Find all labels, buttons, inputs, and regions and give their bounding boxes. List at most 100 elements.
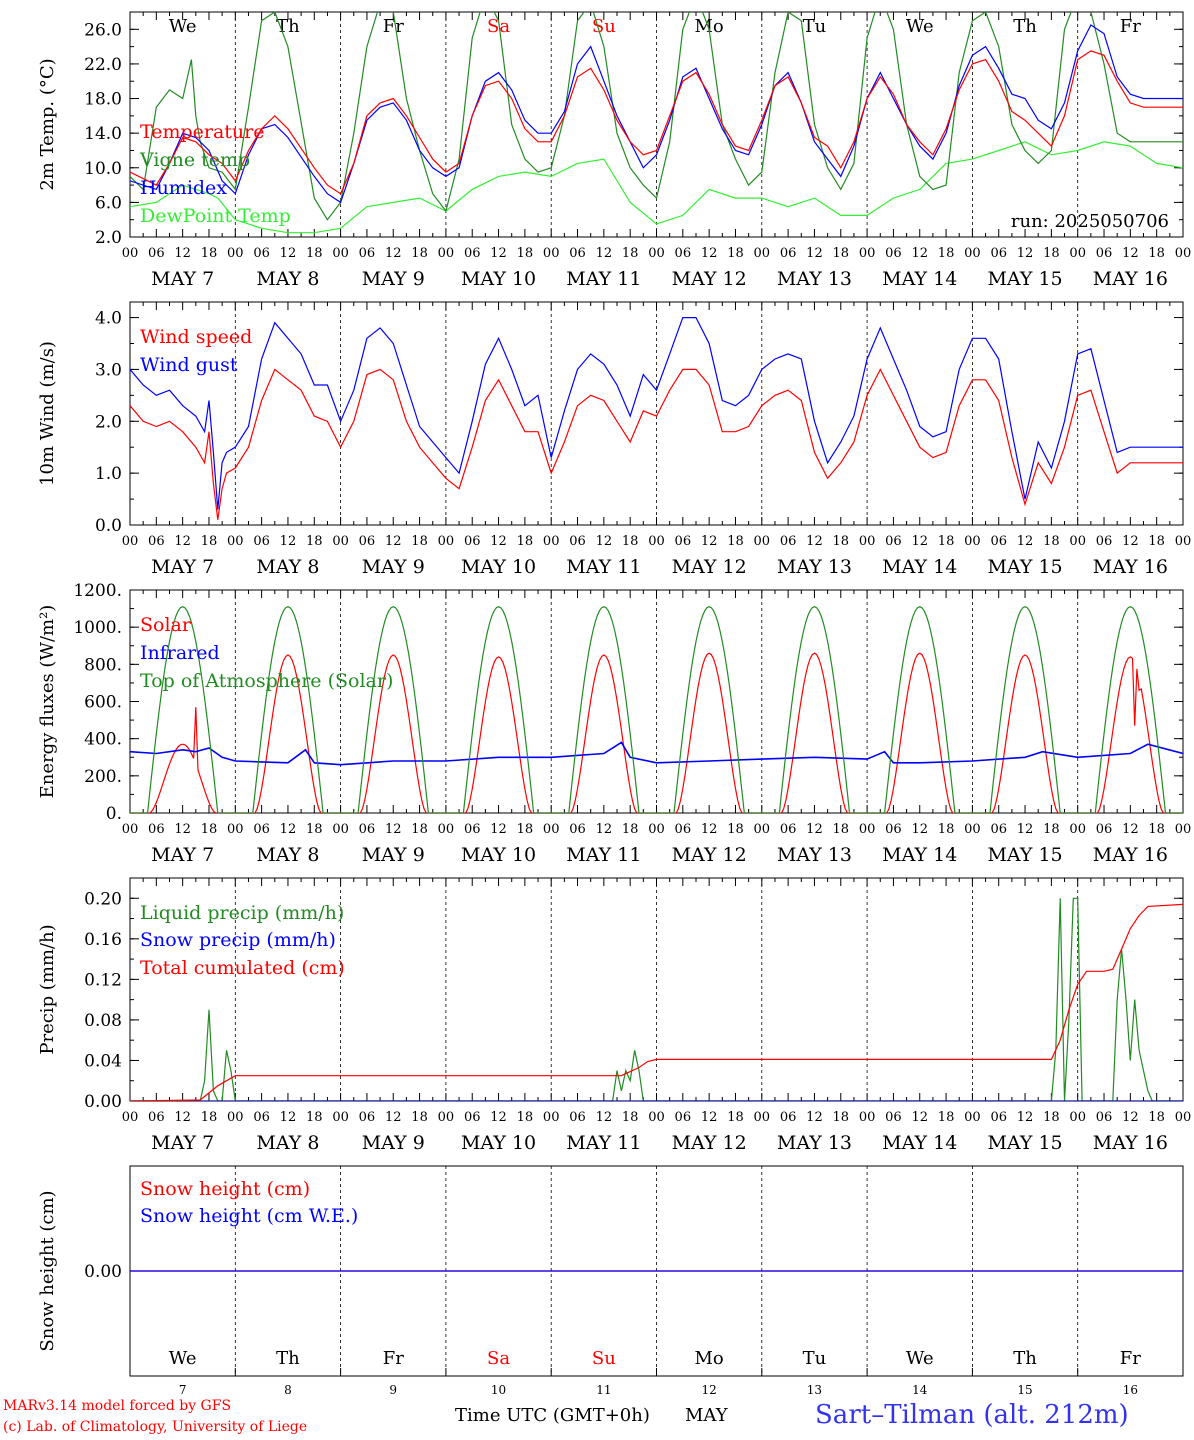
- energy-hour-label: 06: [675, 822, 692, 837]
- energy-hour-label: 00: [122, 822, 139, 837]
- energy-date-label: MAY 16: [1093, 844, 1168, 866]
- energy-hour-label: 12: [806, 822, 823, 837]
- wind-hour-label: 00: [754, 534, 771, 549]
- wind-series-wind-gust: [130, 317, 1183, 510]
- wind-y-tick-label: 3.0: [95, 360, 122, 380]
- wind-hour-label: 06: [990, 534, 1007, 549]
- temp-hour-label: 12: [806, 246, 823, 261]
- snow-weekday-label: Sa: [487, 1348, 510, 1369]
- wind-hour-label: 06: [253, 534, 270, 549]
- temp-hour-label: 00: [332, 246, 349, 261]
- energy-legend-entry: Infrared: [140, 642, 220, 664]
- snow-panel: We 7 Th 8 Fr 9 Sa 10 Su 11 Mo 12 Tu 13 We 14 Th 15 Fr 16 0.0…: [37, 1165, 1184, 1397]
- precip-hour-label: 18: [201, 1110, 218, 1125]
- precip-hour-label: 12: [385, 1110, 402, 1125]
- x-axis-month: MAY: [685, 1405, 728, 1426]
- precip-hour-label: 00: [543, 1110, 560, 1125]
- energy-date-label: MAY 11: [566, 844, 641, 866]
- temp-date-label: MAY 15: [987, 268, 1062, 290]
- snow-day-number: 7: [179, 1383, 187, 1397]
- wind-y-axis-label: 10m Wind (m/s): [37, 341, 58, 486]
- temp-date-label: MAY 11: [566, 268, 641, 290]
- precip-hour-label: 00: [859, 1110, 876, 1125]
- temp-date-label: MAY 14: [882, 268, 957, 290]
- precip-hour-label: 18: [938, 1110, 955, 1125]
- precip-hour-label: 12: [596, 1110, 613, 1125]
- wind-date-label: MAY 9: [362, 556, 425, 578]
- precip-hour-label: 06: [253, 1110, 270, 1125]
- precip-hour-label: 06: [990, 1110, 1007, 1125]
- precip-date-label: MAY 10: [461, 1132, 536, 1154]
- temp-run-annotation: run: 2025050706: [1011, 211, 1169, 232]
- wind-hour-label: 00: [964, 534, 981, 549]
- temp-y-tick-label: 18.0: [84, 90, 122, 110]
- temp-legend-entry: Temperature: [140, 121, 264, 143]
- snow-y-axis-label: Snow height (cm): [37, 1190, 58, 1351]
- wind-series-wind-speed: [130, 368, 1183, 520]
- wind-y-tick-label: 1.0: [95, 464, 122, 484]
- precip-hour-label: 06: [885, 1110, 902, 1125]
- temp-hour-label: 12: [596, 246, 613, 261]
- temp-hour-label: 18: [938, 246, 955, 261]
- wind-hour-label: 12: [1017, 534, 1034, 549]
- snow-day-number: 8: [284, 1383, 292, 1397]
- energy-hour-label: 12: [911, 822, 928, 837]
- precip-y-tick-label: 0.16: [84, 930, 122, 950]
- precip-hour-label: 12: [280, 1110, 297, 1125]
- energy-hour-label: 18: [938, 822, 955, 837]
- energy-hour-label: 18: [1043, 822, 1060, 837]
- temp-date-label: MAY 7: [151, 268, 214, 290]
- temp-y-tick-label: 10.0: [84, 159, 122, 179]
- wind-hour-label: 12: [490, 534, 507, 549]
- energy-y-tick-label: 200.: [84, 767, 122, 787]
- precip-hour-label: 18: [1043, 1110, 1060, 1125]
- wind-y-tick-label: 2.0: [95, 412, 122, 432]
- precip-hour-label: 00: [122, 1110, 139, 1125]
- wind-hour-label: 18: [1043, 534, 1060, 549]
- snow-weekday-label: Fr: [383, 1348, 404, 1369]
- temp-date-label: MAY 8: [256, 268, 319, 290]
- temp-series-dewpoint-temp: [130, 141, 1183, 234]
- temp-legend-entry: Vigne temp: [139, 149, 250, 171]
- temp-hour-label: 00: [964, 246, 981, 261]
- wind-date-label: MAY 11: [566, 556, 641, 578]
- temp-date-label: MAY 16: [1093, 268, 1168, 290]
- wind-hour-label: 18: [517, 534, 534, 549]
- energy-legend-entry: Solar: [140, 614, 192, 636]
- energy-date-label: MAY 10: [461, 844, 536, 866]
- precip-hour-label: 00: [964, 1110, 981, 1125]
- temp-hour-label: 00: [1069, 246, 1086, 261]
- snow-day-number: 9: [389, 1383, 397, 1397]
- station-name: Sart–Tilman (alt. 212m): [815, 1400, 1129, 1430]
- temp-weekday-label: We: [906, 16, 934, 37]
- wind-hour-label: 12: [596, 534, 613, 549]
- energy-hour-label: 18: [1148, 822, 1165, 837]
- energy-y-tick-label: 1200.: [73, 581, 122, 601]
- energy-hour-label: 00: [1175, 822, 1192, 837]
- energy-hour-label: 06: [148, 822, 165, 837]
- wind-y-tick-label: 0.0: [95, 516, 122, 536]
- temp-y-tick-label: 26.0: [84, 20, 122, 40]
- snow-weekday-label: Su: [592, 1348, 616, 1369]
- precip-legend-entry: Snow precip (mm/h): [140, 929, 336, 951]
- energy-hour-label: 00: [1069, 822, 1086, 837]
- energy-hour-label: 06: [253, 822, 270, 837]
- energy-hour-label: 00: [754, 822, 771, 837]
- temp-hour-label: 06: [780, 246, 797, 261]
- energy-hour-label: 00: [859, 822, 876, 837]
- energy-hour-label: 06: [1096, 822, 1113, 837]
- precip-y-tick-label: 0.12: [84, 970, 122, 990]
- temp-weekday-label: Th: [1013, 16, 1037, 37]
- temp-hour-label: 12: [1122, 246, 1139, 261]
- temp-hour-label: 12: [911, 246, 928, 261]
- wind-hour-label: 12: [1122, 534, 1139, 549]
- temp-weekday-label: Fr: [383, 16, 404, 37]
- wind-hour-label: 06: [464, 534, 481, 549]
- temp-weekday-label: Fr: [1120, 16, 1141, 37]
- temp-date-label: MAY 9: [362, 268, 425, 290]
- energy-hour-label: 00: [227, 822, 244, 837]
- wind-hour-label: 00: [543, 534, 560, 549]
- wind-hour-label: 00: [227, 534, 244, 549]
- temp-hour-label: 18: [1043, 246, 1060, 261]
- energy-hour-label: 18: [833, 822, 850, 837]
